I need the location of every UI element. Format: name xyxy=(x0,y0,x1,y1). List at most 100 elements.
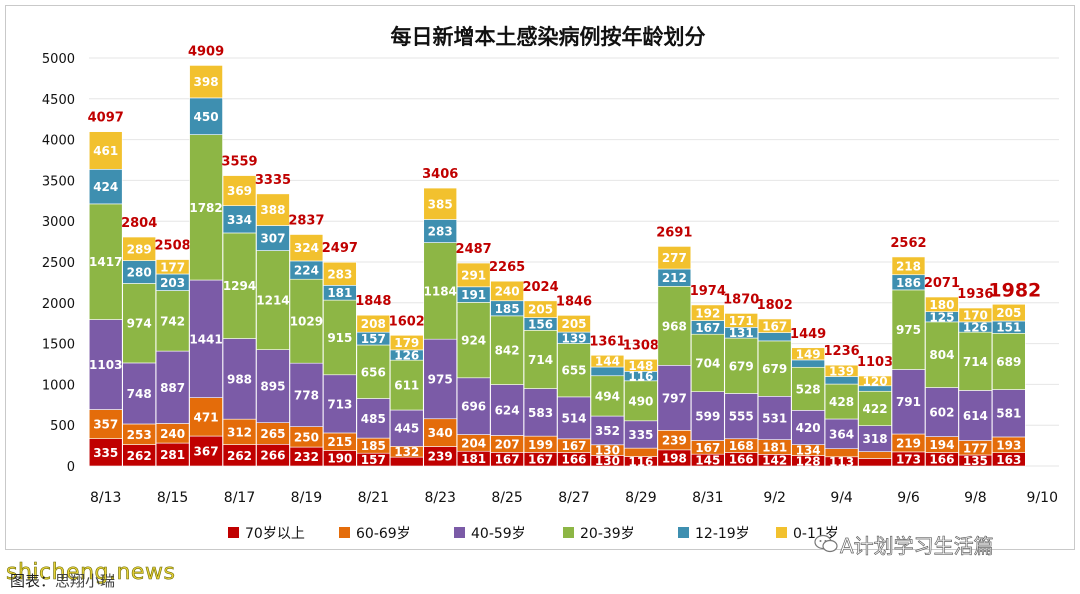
data-label: 312 xyxy=(227,425,252,439)
bar-segment xyxy=(423,338,457,420)
bar-segment xyxy=(222,205,257,234)
data-label: 713 xyxy=(327,397,352,411)
data-label: 203 xyxy=(160,276,185,290)
data-label: 340 xyxy=(428,426,453,440)
data-label: 335 xyxy=(93,446,118,460)
data-label: 167 xyxy=(762,319,787,333)
bar-segment xyxy=(88,409,123,439)
data-label: 842 xyxy=(495,344,520,358)
data-label: 422 xyxy=(863,402,888,416)
wechat-icon xyxy=(814,534,838,553)
data-label: 167 xyxy=(561,439,586,453)
x-tick-label: 9/6 xyxy=(897,490,920,506)
data-label: 240 xyxy=(495,284,520,298)
data-label: 357 xyxy=(93,418,118,432)
bar-segment xyxy=(724,313,759,328)
bar-segment xyxy=(122,283,156,364)
data-label: 215 xyxy=(327,435,352,449)
data-label: 149 xyxy=(796,347,821,361)
data-label: 915 xyxy=(327,331,352,345)
legend-swatch xyxy=(454,527,465,538)
data-label: 791 xyxy=(896,395,921,409)
x-tick-label: 8/29 xyxy=(625,490,656,506)
x-tick-label: 8/23 xyxy=(424,490,455,506)
data-label: 714 xyxy=(528,353,553,367)
data-label: 485 xyxy=(361,412,386,426)
bar-segment xyxy=(88,131,123,170)
data-label: 748 xyxy=(127,387,152,401)
data-label: 167 xyxy=(528,453,553,467)
data-label: 655 xyxy=(561,364,586,378)
bar-segment xyxy=(657,246,692,270)
bar-segment xyxy=(624,420,658,449)
bar-segment xyxy=(289,278,324,364)
data-label: 364 xyxy=(829,427,854,441)
data-label: 369 xyxy=(227,184,252,198)
legend-label: 60-69岁 xyxy=(356,526,411,542)
data-label: 265 xyxy=(260,427,285,441)
data-label: 461 xyxy=(93,144,118,158)
bar-segment xyxy=(858,458,892,467)
data-label: 624 xyxy=(495,404,520,418)
data-label: 192 xyxy=(695,306,720,320)
bar-segment xyxy=(356,344,391,399)
bar-segment xyxy=(222,418,257,445)
total-label: 1308 xyxy=(623,338,659,353)
bar-segment xyxy=(824,383,859,420)
total-label: 2265 xyxy=(489,260,525,275)
watermark: shicheng.news xyxy=(6,560,176,586)
bar-segment xyxy=(557,396,591,440)
data-label: 424 xyxy=(93,180,118,194)
bar-segment xyxy=(992,389,1026,438)
data-label: 1103 xyxy=(89,358,122,372)
caption: 图表：思翔小瑞 xyxy=(10,570,115,591)
bar-stack: 190 215 713 915 181 283 2497 xyxy=(322,241,358,467)
bar-segment xyxy=(590,375,625,417)
bar-segment xyxy=(858,451,892,459)
data-label: 239 xyxy=(428,450,453,464)
legend-item: 60-69岁 xyxy=(339,526,411,542)
bar-segment xyxy=(423,418,457,447)
y-tick-label: 4500 xyxy=(42,93,75,108)
bar-segment xyxy=(155,350,190,424)
data-label: 531 xyxy=(762,411,787,425)
data-label: 181 xyxy=(461,452,486,466)
bar-segment xyxy=(523,300,558,318)
total-label: 1103 xyxy=(857,355,893,370)
data-label: 281 xyxy=(160,448,185,462)
bar-segment xyxy=(624,358,658,372)
data-label: 194 xyxy=(929,438,954,452)
data-label: 207 xyxy=(495,437,520,451)
bar-segment xyxy=(256,250,290,350)
data-label: 205 xyxy=(996,306,1021,320)
bar-stack: 262 312 988 1294 334 369 3559 xyxy=(221,155,258,467)
data-label: 420 xyxy=(796,421,821,435)
bar-segment xyxy=(958,390,993,441)
legend-swatch xyxy=(776,527,787,538)
data-label: 599 xyxy=(695,410,720,424)
bar-segment xyxy=(691,304,725,321)
total-label: 1236 xyxy=(823,344,859,359)
data-label: 145 xyxy=(695,454,720,468)
bar-segment xyxy=(189,397,223,437)
data-label: 1184 xyxy=(424,284,457,298)
x-tick-label: 8/31 xyxy=(692,490,723,506)
data-label: 385 xyxy=(428,197,453,211)
bar-segment xyxy=(791,410,825,445)
data-label: 204 xyxy=(461,436,486,450)
bar-segment xyxy=(724,337,759,394)
bar-stack: 335 357 1103 1417 424 461 4097 xyxy=(88,111,124,467)
data-label: 177 xyxy=(160,260,185,274)
x-tick-label: 9/8 xyxy=(964,490,987,506)
data-label: 583 xyxy=(528,406,553,420)
data-label: 778 xyxy=(294,388,319,402)
bar-segment xyxy=(757,332,792,342)
data-label: 130 xyxy=(595,444,620,458)
bar-segment xyxy=(590,354,625,368)
data-label: 291 xyxy=(461,268,486,282)
bar-stack: 232 250 778 1029 224 324 2837 xyxy=(288,214,325,467)
total-label: 1848 xyxy=(355,294,391,309)
y-tick-label: 0 xyxy=(67,460,75,475)
